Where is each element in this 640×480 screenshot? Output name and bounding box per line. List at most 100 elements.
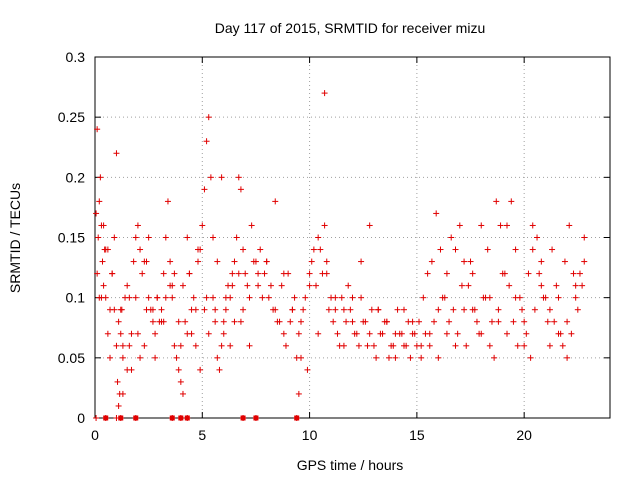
baseline-marker xyxy=(240,415,246,421)
data-point xyxy=(93,210,100,217)
data-point xyxy=(137,246,144,253)
data-point xyxy=(504,222,510,229)
data-point xyxy=(229,270,236,277)
data-point xyxy=(461,258,468,265)
data-point xyxy=(546,342,553,349)
data-point xyxy=(186,270,193,277)
data-point xyxy=(255,270,262,277)
baseline-marker xyxy=(184,415,190,421)
data-point xyxy=(581,234,588,241)
data-point xyxy=(420,294,427,301)
data-point xyxy=(141,342,148,349)
data-point xyxy=(201,306,208,313)
data-point xyxy=(263,258,270,265)
x-tick-label: 5 xyxy=(198,427,206,443)
data-point xyxy=(553,282,560,289)
data-point xyxy=(289,306,296,313)
data-point xyxy=(298,354,304,361)
data-point xyxy=(358,258,365,265)
data-point xyxy=(555,294,562,301)
data-point xyxy=(255,282,262,289)
data-point xyxy=(426,330,433,337)
data-point xyxy=(272,198,279,205)
data-point xyxy=(231,258,238,265)
data-point xyxy=(152,354,159,361)
data-point xyxy=(222,294,229,301)
data-point xyxy=(195,246,201,253)
data-point xyxy=(366,330,373,337)
data-point xyxy=(93,415,100,421)
data-point xyxy=(514,342,521,349)
data-point xyxy=(201,186,208,193)
data-point xyxy=(559,342,566,349)
data-point xyxy=(465,282,472,289)
data-point xyxy=(237,186,244,193)
x-tick-label: 0 xyxy=(91,427,99,443)
data-point xyxy=(534,234,541,241)
data-point xyxy=(390,342,397,349)
data-point xyxy=(403,342,410,349)
data-point xyxy=(506,282,513,289)
data-point xyxy=(435,354,442,361)
data-point xyxy=(431,318,438,325)
data-point xyxy=(257,246,264,253)
data-point xyxy=(261,270,268,277)
grid-lines xyxy=(95,57,610,418)
data-point xyxy=(443,330,450,337)
data-point xyxy=(182,318,189,325)
data-point xyxy=(551,318,558,325)
data-point xyxy=(557,330,564,337)
data-point xyxy=(310,246,317,253)
data-point xyxy=(321,90,328,97)
data-point xyxy=(220,330,227,337)
data-point xyxy=(102,246,109,253)
data-point xyxy=(235,270,242,277)
data-point xyxy=(212,318,219,325)
data-point xyxy=(149,306,156,313)
data-point xyxy=(495,318,502,325)
x-tick-label: 10 xyxy=(302,427,318,443)
data-point xyxy=(349,294,356,301)
data-point xyxy=(418,342,425,349)
data-point xyxy=(448,234,455,241)
data-point xyxy=(132,234,139,241)
data-point xyxy=(287,318,294,325)
data-point xyxy=(484,246,491,253)
data-point xyxy=(355,342,362,349)
data-point xyxy=(443,270,450,277)
baseline-marker xyxy=(178,415,184,421)
data-point xyxy=(373,354,380,361)
data-point xyxy=(139,270,146,277)
data-point xyxy=(512,246,519,253)
data-point xyxy=(313,282,320,289)
data-point xyxy=(113,150,120,157)
data-point xyxy=(497,222,504,229)
data-point xyxy=(385,354,392,361)
data-point xyxy=(572,294,579,301)
data-point xyxy=(107,354,114,361)
data-point xyxy=(128,330,135,337)
data-point xyxy=(244,282,251,289)
data-point xyxy=(134,222,141,229)
data-point xyxy=(115,318,122,325)
data-point xyxy=(171,342,178,349)
data-point xyxy=(340,342,347,349)
data-point xyxy=(124,366,131,373)
data-point xyxy=(452,342,459,349)
data-point xyxy=(179,390,186,397)
data-point xyxy=(300,306,307,313)
data-point xyxy=(218,174,225,181)
data-point xyxy=(167,282,174,289)
data-point xyxy=(109,270,116,277)
data-point xyxy=(184,330,191,337)
data-point xyxy=(394,306,401,313)
data-point xyxy=(162,234,169,241)
x-tick-label: 15 xyxy=(409,427,425,443)
data-point xyxy=(199,222,206,229)
data-point xyxy=(280,330,287,337)
data-point xyxy=(358,294,365,301)
data-point xyxy=(246,294,253,301)
data-point xyxy=(210,234,217,241)
x-tick-label: 20 xyxy=(516,427,532,443)
data-point xyxy=(317,246,324,253)
